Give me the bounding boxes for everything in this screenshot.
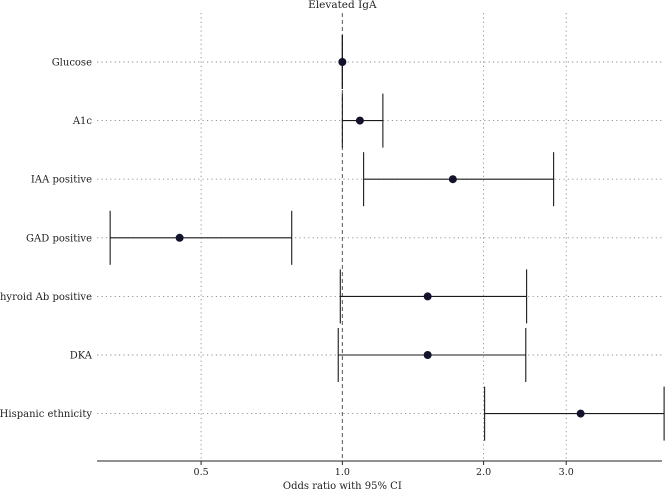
odds-ratio-point — [576, 409, 585, 418]
x-tick-label: 2.0 — [476, 467, 491, 478]
row-label: DKA — [70, 351, 93, 362]
row-label: Hispanic ethnicity — [0, 409, 92, 420]
row-label: Glucose — [52, 58, 92, 69]
row-label: IAA positive — [31, 175, 92, 186]
row-label: Thyroid Ab positive — [0, 292, 92, 303]
odds-ratio-point — [175, 233, 184, 242]
chart-title: Elevated IgA — [308, 0, 377, 11]
rows-layer — [109, 35, 665, 441]
odds-ratio-point — [448, 175, 457, 184]
row-label: GAD positive — [26, 233, 92, 244]
row-label: A1c — [72, 116, 93, 127]
odds-ratio-point — [423, 351, 432, 359]
x-tick-labels: 0.5 1.0 2.0 3.0 — [194, 461, 574, 478]
odds-ratio-point — [338, 58, 347, 66]
x-tick-label: 1.0 — [335, 467, 350, 478]
x-axis-label: Odds ratio with 95% CI — [283, 481, 402, 492]
odds-ratio-point — [355, 116, 364, 125]
x-tick-label: 0.5 — [194, 467, 209, 478]
x-tick-label: 3.0 — [559, 467, 574, 478]
odds-ratio-point — [423, 292, 432, 301]
y-tick-labels: Glucose A1c IAA positive GAD positive Thyroi… — [0, 58, 93, 421]
